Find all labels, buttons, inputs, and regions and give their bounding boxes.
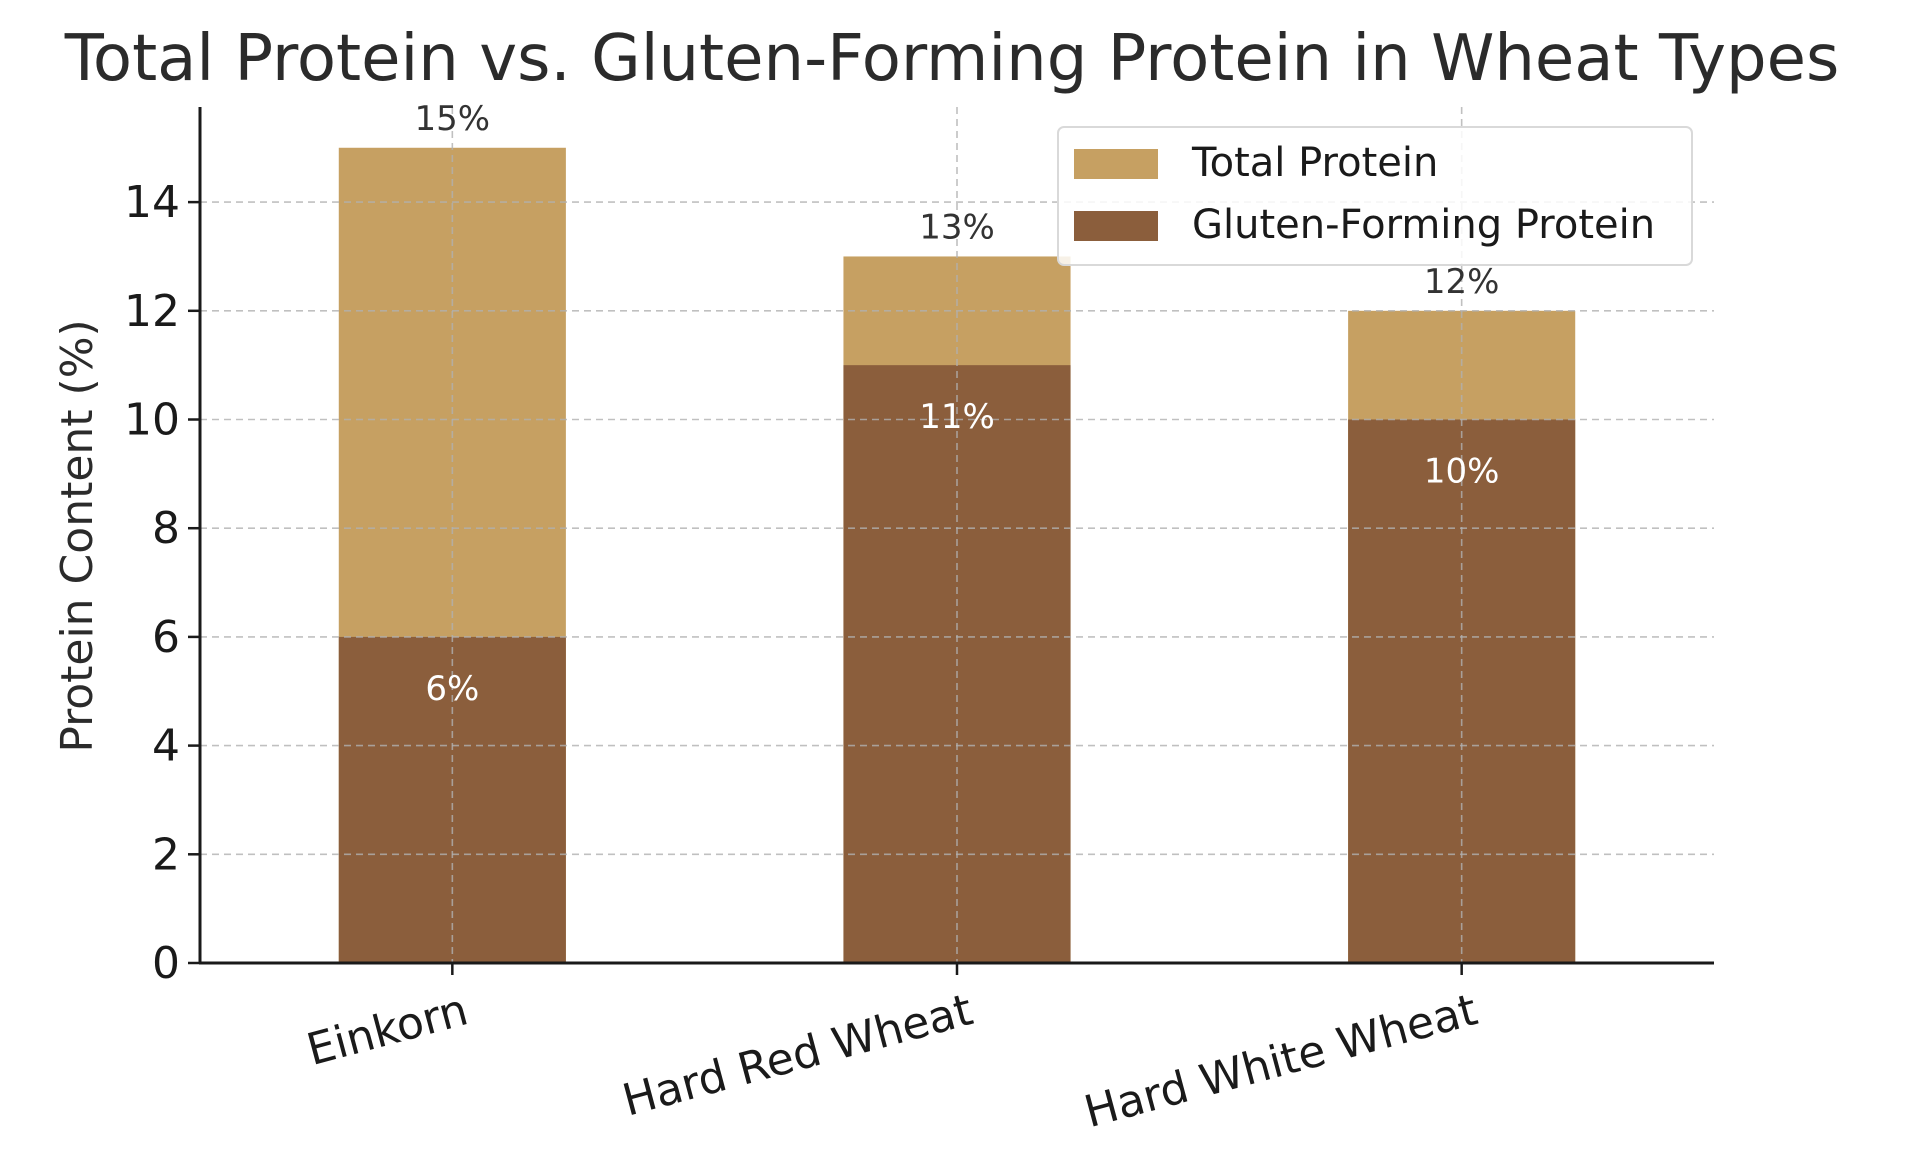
y-tick-label-3: 6 [152, 612, 180, 663]
x-tick-label-0: Einkorn [302, 984, 474, 1076]
data-label-total-protein-2: 12% [1424, 262, 1500, 302]
y-tick-label-6: 12 [124, 286, 180, 337]
y-tick-label-2: 4 [152, 721, 180, 772]
y-tick-label-7: 14 [124, 177, 180, 228]
chart-title: Total Protein vs. Gluten-Forming Protein… [64, 22, 1840, 96]
x-tick-label-1: Hard Red Wheat [617, 984, 977, 1126]
y-tick-label-0: 0 [152, 938, 180, 989]
data-label-gluten-forming-protein-1: 11% [919, 397, 995, 437]
legend-label-total-protein: Total Protein [1191, 140, 1438, 186]
bar-gluten-forming-protein-0 [338, 636, 566, 963]
legend-swatch-total-protein [1074, 149, 1158, 179]
data-label-gluten-forming-protein-2: 10% [1424, 452, 1500, 492]
y-tick-label-5: 10 [124, 395, 180, 446]
y-axis-label: Protein Content (%) [52, 319, 103, 752]
y-tick-label-1: 2 [152, 829, 180, 880]
legend: Total Protein Gluten-Forming Protein [1057, 126, 1693, 266]
x-axis-ticks: Einkorn Hard Red Wheat Hard White Wheat [302, 963, 1483, 1138]
legend-label-gluten-forming-protein: Gluten-Forming Protein [1192, 202, 1655, 248]
legend-frame [1057, 126, 1693, 266]
bar-gluten-forming-protein-2 [1348, 419, 1576, 963]
data-label-total-protein-1: 13% [919, 207, 995, 247]
bar-labels: 15% 13% 12% 6% 11% 10% [415, 99, 1500, 709]
legend-swatch-gluten-forming-protein [1074, 211, 1158, 241]
data-label-total-protein-0: 15% [415, 99, 491, 139]
y-axis-ticks: 0 2 4 6 8 10 12 14 [124, 177, 200, 989]
y-tick-label-4: 8 [152, 503, 180, 554]
x-tick-label-2: Hard White Wheat [1079, 984, 1482, 1138]
data-label-gluten-forming-protein-0: 6% [425, 669, 479, 709]
